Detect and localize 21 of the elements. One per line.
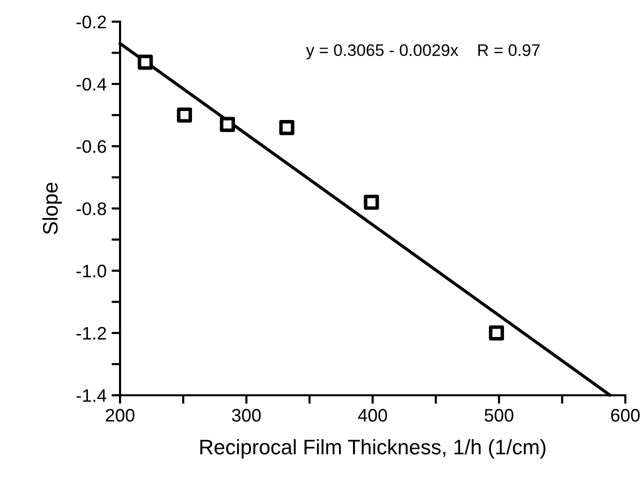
y-tick-label: -0.8 xyxy=(76,202,106,216)
point xyxy=(138,54,153,70)
point xyxy=(364,194,379,210)
y-tick-label: -1.0 xyxy=(76,264,106,278)
y-tick-label: -0.4 xyxy=(76,78,106,91)
y-tick-label: -0.6 xyxy=(76,140,106,153)
x-tick-label: 200 xyxy=(106,408,134,422)
x-tick-label: 400 xyxy=(358,408,388,422)
y-axis-title: Slope xyxy=(42,182,62,234)
y-tick-label: -1.4 xyxy=(76,389,106,402)
annotation: y = 0.3065 - 0.0029x R = 0.97 xyxy=(306,44,540,60)
x-tick-label: 500 xyxy=(484,408,514,422)
y-tick-label: -0.2 xyxy=(76,16,106,28)
point xyxy=(176,108,192,123)
y-tick-label: -1.2 xyxy=(76,326,106,340)
point xyxy=(488,325,504,341)
point xyxy=(279,120,294,136)
x-tick-label: 300 xyxy=(232,408,261,422)
x-tick-label: 600 xyxy=(611,408,640,422)
x-axis-title: Reciprocal Film Thickness, 1/h (1/cm) xyxy=(200,439,546,459)
point xyxy=(220,116,235,132)
